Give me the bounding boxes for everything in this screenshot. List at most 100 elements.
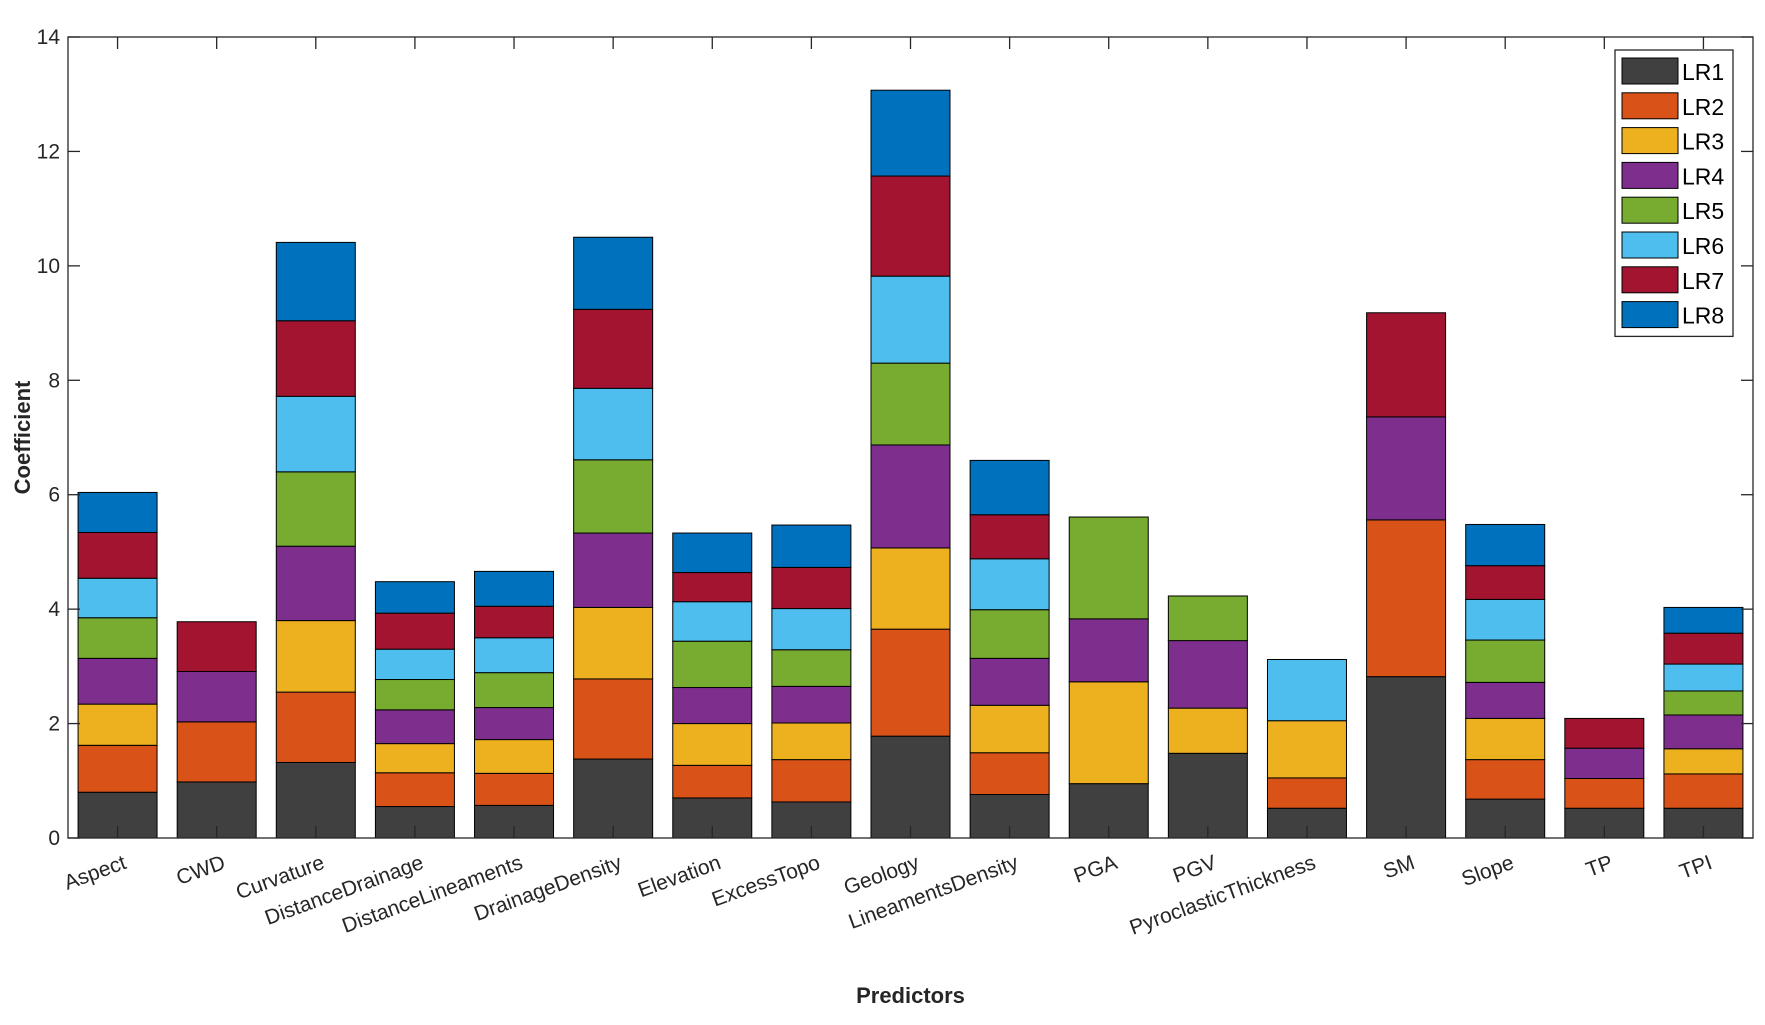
- bar-lr2-tpi: [1663, 773, 1744, 809]
- x-tick-label-sm: SM: [1380, 851, 1417, 883]
- bar-lr7-sm: [1366, 312, 1447, 418]
- x-tick-label-lineamentsdensity: LineamentsDensity: [846, 851, 1022, 934]
- bar-lr6-distancelineaments: [474, 637, 555, 674]
- legend-swatch-lr4: [1621, 161, 1679, 189]
- bar-lr4-pgv: [1167, 640, 1248, 709]
- bar-lr6-drainagedensity: [573, 387, 654, 461]
- bar-lr3-lineamentsdensity: [969, 704, 1050, 754]
- y-tick-label: 14: [37, 26, 61, 49]
- bar-lr2-elevation: [672, 764, 753, 799]
- legend-swatch-lr2: [1621, 92, 1679, 120]
- legend-label-lr6: LR6: [1682, 233, 1724, 259]
- bar-lr3-pyroclasticthickness: [1266, 720, 1347, 779]
- legend-label-lr4: LR4: [1682, 163, 1724, 189]
- legend-swatch-lr8: [1621, 301, 1679, 329]
- bar-lr3-curvature: [275, 620, 356, 693]
- bar-lr4-tpi: [1663, 714, 1744, 750]
- bar-lr7-curvature: [275, 320, 356, 397]
- bar-lr6-excesstopo: [771, 608, 852, 651]
- bar-lr2-tp: [1564, 778, 1645, 809]
- legend-swatch-lr6: [1621, 231, 1679, 259]
- legend: LR1 LR2 LR3 LR4 LR5 LR6 LR7 LR8: [1614, 49, 1734, 338]
- bar-lr5-tpi: [1663, 690, 1744, 716]
- bar-lr5-distancelineaments: [474, 672, 555, 709]
- bar-lr5-slope: [1465, 639, 1546, 683]
- x-tick-label-pgv: PGV: [1170, 851, 1220, 888]
- x-tick-label-excesstopo: ExcessTopo: [709, 851, 823, 911]
- bar-lr7-tp: [1564, 717, 1645, 749]
- bar-lr7-elevation: [672, 572, 753, 603]
- bar-lr2-curvature: [275, 691, 356, 763]
- bar-lr5-pga: [1068, 516, 1149, 620]
- bar-lr7-geology: [870, 175, 951, 277]
- bar-lr1-geology: [870, 735, 951, 839]
- legend-swatch-lr5: [1621, 196, 1679, 224]
- bar-lr8-excesstopo: [771, 524, 852, 568]
- x-tick-label-tp: TP: [1583, 851, 1616, 882]
- bar-lr3-geology: [870, 547, 951, 630]
- bar-lr7-drainagedensity: [573, 308, 654, 389]
- bars: [77, 89, 1744, 839]
- bar-lr6-curvature: [275, 395, 356, 473]
- legend-swatch-lr1: [1621, 57, 1679, 85]
- y-tick-label: 12: [37, 140, 60, 163]
- bar-lr8-elevation: [672, 532, 753, 574]
- y-tick-label: 4: [48, 598, 60, 621]
- bar-lr8-slope: [1465, 523, 1546, 567]
- legend-label-lr1: LR1: [1682, 59, 1724, 85]
- bar-lr7-distancedrainage: [374, 612, 455, 650]
- bar-lr6-tpi: [1663, 663, 1744, 692]
- bar-lr4-excesstopo: [771, 685, 852, 724]
- bar-lr2-geology: [870, 628, 951, 737]
- bar-lr3-tpi: [1663, 748, 1744, 775]
- bar-lr5-excesstopo: [771, 649, 852, 687]
- y-tick-label: 0: [48, 827, 60, 850]
- bar-lr2-excesstopo: [771, 759, 852, 803]
- bar-lr8-curvature: [275, 241, 356, 322]
- x-tick-label-aspect: Aspect: [61, 851, 129, 895]
- bar-lr2-slope: [1465, 759, 1546, 800]
- bar-lr7-distancelineaments: [474, 605, 555, 639]
- bar-lr8-distancedrainage: [374, 581, 455, 614]
- bar-lr4-pga: [1068, 618, 1149, 683]
- bar-lr4-cwd: [176, 671, 257, 723]
- bar-lr6-aspect: [77, 577, 158, 619]
- bar-lr8-geology: [870, 89, 951, 177]
- bar-lr5-drainagedensity: [573, 459, 654, 534]
- bar-lr3-aspect: [77, 703, 158, 746]
- legend-label-lr3: LR3: [1682, 129, 1724, 155]
- bar-lr6-slope: [1465, 598, 1546, 641]
- bar-lr5-pgv: [1167, 595, 1248, 642]
- bar-lr6-lineamentsdensity: [969, 558, 1050, 611]
- bar-lr4-aspect: [77, 657, 158, 705]
- x-tick-label-slope: Slope: [1459, 851, 1517, 891]
- bar-lr7-slope: [1465, 565, 1546, 600]
- bar-lr4-slope: [1465, 681, 1546, 719]
- bar-lr4-drainagedensity: [573, 532, 654, 608]
- bar-lr2-lineamentsdensity: [969, 752, 1050, 796]
- legend-label-lr2: LR2: [1682, 94, 1724, 120]
- bar-lr7-tpi: [1663, 632, 1744, 665]
- bar-lr2-pyroclasticthickness: [1266, 777, 1347, 809]
- legend-label-lr7: LR7: [1682, 268, 1724, 294]
- bar-lr8-distancelineaments: [474, 570, 555, 607]
- bar-lr6-elevation: [672, 601, 753, 642]
- bar-lr4-distancelineaments: [474, 707, 555, 741]
- legend-label-lr8: LR8: [1682, 303, 1724, 329]
- y-tick-label: 6: [48, 484, 60, 507]
- bar-lr8-aspect: [77, 491, 158, 533]
- x-axis-title: Predictors: [856, 983, 965, 1008]
- bar-lr2-sm: [1366, 519, 1447, 678]
- bar-lr2-distancedrainage: [374, 772, 455, 808]
- x-tick-label-pga: PGA: [1071, 851, 1121, 888]
- bar-lr7-cwd: [176, 621, 257, 673]
- bar-lr2-distancelineaments: [474, 772, 555, 806]
- legend-swatch-lr3: [1621, 127, 1679, 155]
- bar-lr1-pgv: [1167, 752, 1248, 839]
- bar-lr3-elevation: [672, 723, 753, 766]
- x-tick-label-tpi: TPI: [1677, 851, 1716, 884]
- bar-lr3-distancelineaments: [474, 739, 555, 774]
- bar-lr1-sm: [1366, 676, 1447, 839]
- bar-lr4-distancedrainage: [374, 709, 455, 745]
